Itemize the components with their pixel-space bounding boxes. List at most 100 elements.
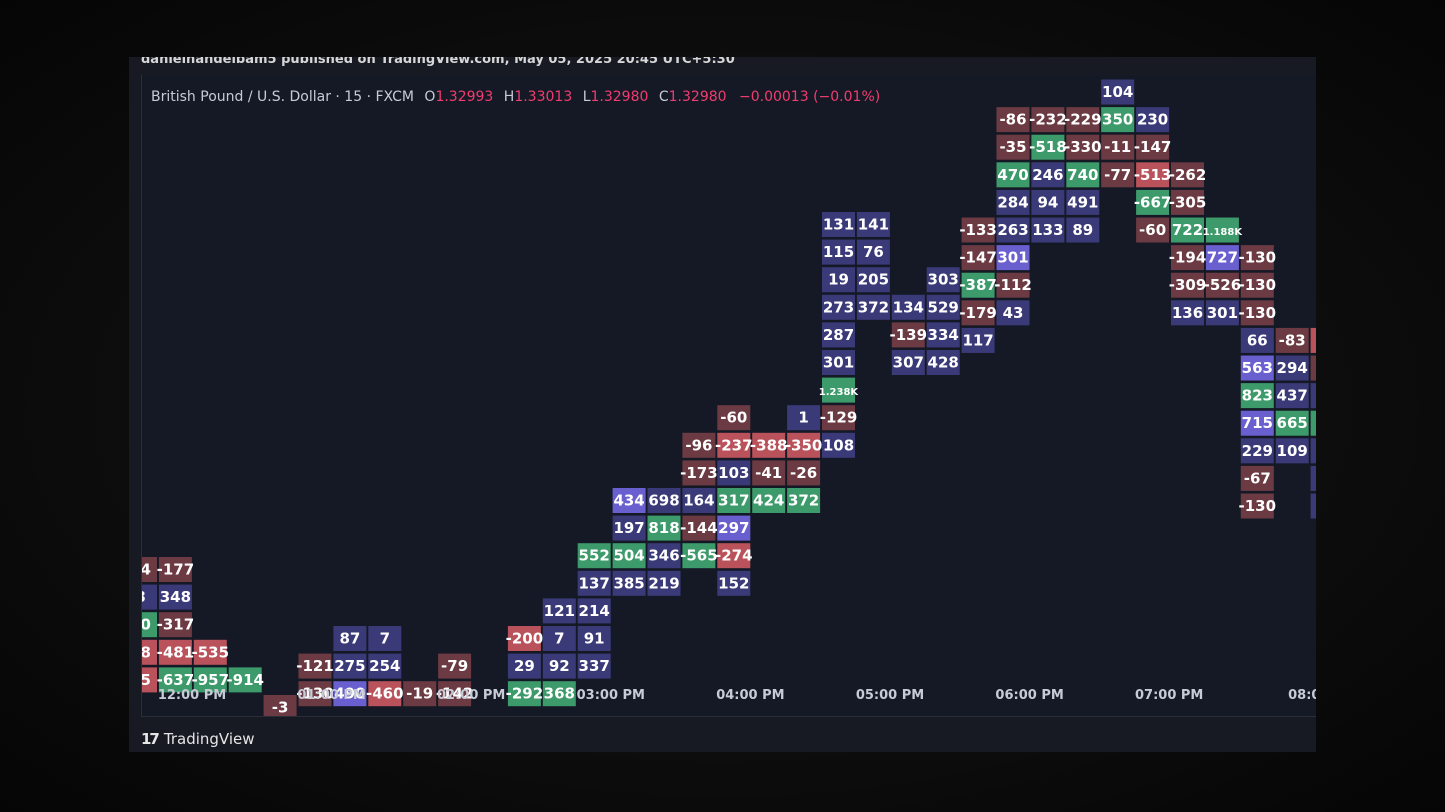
footprint-cell-value: 117 <box>962 331 993 349</box>
footprint-cell-value: 348 <box>160 588 191 606</box>
footprint-cell: 385 <box>612 570 646 596</box>
footprint-cell-value: 301 <box>1207 304 1238 322</box>
footprint-cell: -914 <box>226 667 264 693</box>
footprint-chart[interactable]: 048808885-177348-317-481-637-535-957-914… <box>142 75 1316 716</box>
footprint-cell-bg <box>822 322 855 348</box>
footprint-cell-value: 76 <box>863 243 884 261</box>
footprint-cell: 434 <box>612 488 646 513</box>
footprint-cell-bg <box>961 272 995 298</box>
footprint-cell-bg <box>647 515 681 541</box>
footprint-cell-bg <box>1310 493 1316 519</box>
footprint-cell: -330 <box>1064 134 1102 160</box>
footprint-cell-bg <box>752 488 786 513</box>
footprint-cell-bg <box>996 107 1030 133</box>
footprint-cell-bg <box>856 239 890 265</box>
footprint-cell-value: -130 <box>1239 276 1277 294</box>
footprint-cell-bg <box>1275 327 1309 353</box>
footprint-cell-value: -232 <box>1029 111 1067 129</box>
chart-pane[interactable]: 048808885-177348-317-481-637-535-957-914… <box>141 75 1316 717</box>
footprint-cell-bg <box>787 432 821 458</box>
footprint-cell: -129 <box>820 405 857 431</box>
footprint-cell-bg <box>682 515 716 541</box>
footprint-cell: 205 <box>856 267 890 293</box>
footprint-cell-value: 275 <box>334 657 365 675</box>
footprint-cell: 230 <box>1136 107 1170 133</box>
footprint-cell: 87 <box>333 626 367 651</box>
footprint-cell: -67 <box>1240 465 1274 491</box>
footprint-cell: -309 <box>1169 272 1206 298</box>
footprint-cell-value: 19 <box>828 271 849 289</box>
footprint-cell-bg <box>926 294 960 320</box>
footprint-cell-value: -317 <box>157 616 195 634</box>
footprint-cell-bg <box>1066 162 1100 188</box>
footprint-cell-value: 80 <box>142 616 151 634</box>
footprint-cell-bg <box>612 488 646 513</box>
footprint-cell-value: -11 <box>1104 138 1131 156</box>
open-value: 1.32993 <box>435 89 494 105</box>
footprint-cell-value: 164 <box>683 492 714 510</box>
footprint-cell: -388 <box>750 432 787 458</box>
footprint-cell: -387 <box>959 272 997 298</box>
footprint-cell: 563 <box>1240 355 1274 381</box>
footprint-cell: -112 <box>994 272 1032 298</box>
footprint-cell: -460 <box>366 681 404 707</box>
footprint-cell: 372 <box>856 294 890 320</box>
symbol-legend[interactable]: British Pound / U.S. Dollar · 15 · FXCM … <box>151 88 880 106</box>
footprint-cell-value: -535 <box>192 643 230 661</box>
published-caption: danielhandelbam5 published on TradingVie… <box>141 57 735 67</box>
footprint-cell-bg <box>612 543 646 569</box>
footprint-cell-value: 372 <box>788 492 819 510</box>
time-axis[interactable]: 12:00 PM 01:00 PM 02:00 PM 03:00 PM 04:00 PM… <box>141 684 1316 714</box>
footprint-cell-bg <box>1240 493 1274 519</box>
footprint-cell-bg <box>158 667 192 693</box>
footprint-cell-value: 698 <box>648 492 679 510</box>
footprint-cell-bg <box>1171 272 1204 298</box>
footprint-cell-value: 346 <box>648 547 679 565</box>
footprint-cell: 1 <box>1310 438 1316 464</box>
footprint-cell-value: -130 <box>1239 304 1277 322</box>
footprint-cell-bg <box>1136 107 1170 133</box>
footprint-cell: -142 <box>436 681 473 707</box>
footprint-cell-bg <box>717 405 751 431</box>
footprint-cell: -11 <box>1101 134 1135 160</box>
footprint-cell-value: 137 <box>579 574 610 592</box>
footprint-cell: 91 <box>577 626 611 651</box>
footprint-cell-bg <box>298 681 332 707</box>
footprint-cell: 263 <box>996 217 1030 243</box>
footprint-cell: -350 <box>785 432 822 458</box>
footprint-cell: 334 <box>926 322 960 348</box>
footprint-cell-bg <box>1066 134 1100 160</box>
footprint-cell-bg <box>961 217 995 243</box>
close-label: C <box>658 89 669 105</box>
footprint-cell: 121 <box>542 598 576 624</box>
footprint-cell-bg <box>717 460 751 486</box>
footprint-cell-bg <box>647 543 681 569</box>
footprint-cell: 43 <box>996 300 1030 326</box>
footprint-cell: 470 <box>996 162 1030 188</box>
footprint-cell: 197 <box>612 515 646 541</box>
time-tick-label: 01:00 PM <box>297 688 366 703</box>
footprint-cell-value: 350 <box>1102 111 1133 129</box>
footprint-cell-bg <box>403 681 437 707</box>
footprint-cell: -179 <box>959 300 997 326</box>
footprint-cell: 317 <box>717 488 751 513</box>
footprint-cell-value: 368 <box>544 685 575 703</box>
footprint-cell: -139 <box>890 322 927 348</box>
footprint-cell-bg <box>577 653 611 679</box>
tradingview-footer[interactable]: 17 TradingView <box>141 729 255 749</box>
footprint-cell: 301 <box>1205 300 1239 326</box>
footprint-cell-bg <box>926 322 960 348</box>
tradingview-brand: TradingView <box>163 730 255 748</box>
footprint-cell-value: 1.238K <box>819 387 860 398</box>
footprint-cell-bg <box>822 377 855 403</box>
footprint-cell-bg <box>996 272 1030 298</box>
footprint-cell: -957 <box>192 667 229 693</box>
footprint-cell-bg <box>647 570 681 596</box>
high-label: H <box>503 89 515 105</box>
footprint-cell-value: 504 <box>613 547 644 565</box>
footprint-cell-value: 109 <box>1277 442 1308 460</box>
time-tick-label: 08:00 <box>1288 688 1316 703</box>
footprint-cell: -147 <box>1134 134 1171 160</box>
footprint-cell-bg <box>1031 217 1065 243</box>
footprint-cell-bg <box>142 667 157 693</box>
